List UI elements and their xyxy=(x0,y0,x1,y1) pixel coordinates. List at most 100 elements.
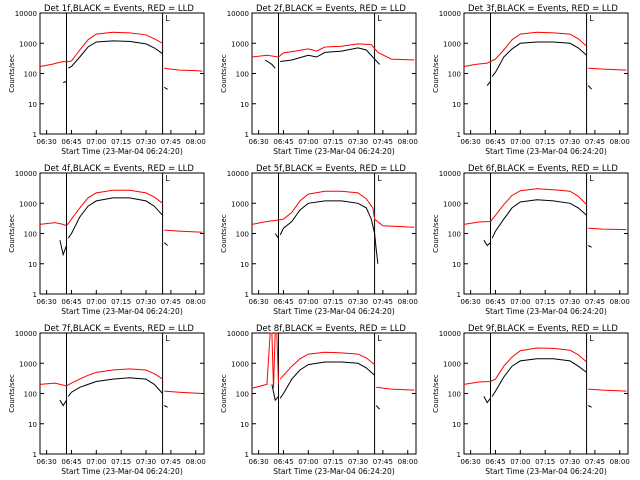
y-tick-label-8-100: 100 xyxy=(236,391,249,399)
events-series-5-seg-2 xyxy=(279,200,379,264)
x-tick-label-3-07:30: 07:30 xyxy=(560,138,580,146)
x-tick-label-1-07:00: 07:00 xyxy=(86,138,106,146)
flag-label-3-1: L xyxy=(589,14,594,23)
events-series-8-seg-2 xyxy=(279,361,375,399)
y-tick-label-7-1000: 1000 xyxy=(19,360,37,368)
x-tick-label-2-07:15: 07:15 xyxy=(323,138,343,146)
plot-title-8: Det 8f,BLACK = Events, RED = LLD xyxy=(256,324,406,334)
flag-label-5-1: L xyxy=(377,174,382,183)
x-tick-label-9-06:45: 06:45 xyxy=(485,458,505,466)
x-tick-label-3-07:00: 07:00 xyxy=(510,138,530,146)
lld-series-3-seg-1 xyxy=(463,31,587,67)
x-tick-label-6-07:00: 07:00 xyxy=(510,298,530,306)
x-tick-label-9-07:00: 07:00 xyxy=(510,458,530,466)
y-axis-label-1: Counts/sec xyxy=(8,54,16,93)
x-tick-label-7-06:45: 06:45 xyxy=(61,458,81,466)
x-tick-label-1-07:45: 07:45 xyxy=(161,138,181,146)
y-tick-label-3-1: 1 xyxy=(457,131,461,139)
plot-frame-4 xyxy=(39,172,205,295)
y-tick-label-4-1000: 1000 xyxy=(19,200,37,208)
y-tick-label-5-1: 1 xyxy=(245,291,249,299)
plot-title-2: Det 2f,BLACK = Events, RED = LLD xyxy=(256,4,406,14)
x-axis-label-8: Start Time (23-Mar-04 06:24:20) xyxy=(273,467,395,476)
x-tick-label-5-07:15: 07:15 xyxy=(323,298,343,306)
lld-series-9-seg-2 xyxy=(588,388,627,392)
events-series-1-seg-3 xyxy=(163,86,168,90)
x-tick-label-5-07:45: 07:45 xyxy=(373,298,393,306)
plot-frame-3 xyxy=(463,12,629,135)
y-tick-label-2-10: 10 xyxy=(240,101,249,109)
x-tick-label-2-07:30: 07:30 xyxy=(348,138,368,146)
y-tick-label-7-1: 1 xyxy=(33,451,37,459)
lld-series-4-seg-1 xyxy=(39,189,163,227)
x-tick-label-3-07:15: 07:15 xyxy=(535,138,555,146)
x-tick-label-1-06:30: 06:30 xyxy=(37,138,57,146)
x-tick-label-7-06:30: 06:30 xyxy=(37,458,57,466)
x-tick-label-7-07:00: 07:00 xyxy=(86,458,106,466)
plot-frame-2 xyxy=(251,12,417,135)
lld-series-6-seg-2 xyxy=(588,227,627,231)
y-tick-label-9-100: 100 xyxy=(448,391,461,399)
y-tick-label-4-1: 1 xyxy=(33,291,37,299)
x-tick-label-1-08:00: 08:00 xyxy=(186,138,206,146)
y-tick-label-3-1000: 1000 xyxy=(443,40,461,48)
events-series-8-seg-1 xyxy=(271,384,279,402)
x-tick-label-9-07:15: 07:15 xyxy=(535,458,555,466)
x-tick-label-2-06:45: 06:45 xyxy=(273,138,293,146)
flag-label-8-1: L xyxy=(377,334,382,343)
x-tick-label-6-06:45: 06:45 xyxy=(485,298,505,306)
x-tick-label-3-06:30: 06:30 xyxy=(461,138,481,146)
x-tick-label-9-07:30: 07:30 xyxy=(560,458,580,466)
x-axis-label-3: Start Time (23-Mar-04 06:24:20) xyxy=(485,147,607,156)
plot-title-9: Det 9f,BLACK = Events, RED = LLD xyxy=(468,324,618,334)
plot-frame-9 xyxy=(463,332,629,455)
y-tick-label-8-10000: 10000 xyxy=(227,330,249,338)
x-tick-label-8-08:00: 08:00 xyxy=(398,458,418,466)
x-tick-label-8-07:30: 07:30 xyxy=(348,458,368,466)
x-tick-label-7-08:00: 08:00 xyxy=(186,458,206,466)
y-tick-label-9-10: 10 xyxy=(452,421,461,429)
events-series-7-seg-3 xyxy=(163,405,168,408)
plot-frame-7 xyxy=(39,332,205,455)
y-tick-label-9-1: 1 xyxy=(457,451,461,459)
lld-series-1-seg-2 xyxy=(164,67,203,72)
lld-series-7-seg-1 xyxy=(39,368,163,387)
y-tick-label-2-10000: 10000 xyxy=(227,10,249,18)
flag-label-4-1: L xyxy=(165,174,170,183)
x-tick-label-2-07:00: 07:00 xyxy=(298,138,318,146)
x-tick-label-5-07:30: 07:30 xyxy=(348,298,368,306)
y-tick-label-6-10000: 10000 xyxy=(439,170,461,178)
x-tick-label-4-07:00: 07:00 xyxy=(86,298,106,306)
events-series-4-seg-3 xyxy=(163,242,168,246)
flag-label-9-1: L xyxy=(589,334,594,343)
y-tick-label-1-100: 100 xyxy=(24,71,37,79)
x-tick-label-5-08:00: 08:00 xyxy=(398,298,418,306)
x-tick-label-6-06:30: 06:30 xyxy=(461,298,481,306)
lld-series-8-seg-1 xyxy=(251,332,279,389)
lld-series-8-seg-2 xyxy=(279,351,375,380)
y-tick-label-3-10: 10 xyxy=(452,101,461,109)
x-tick-label-8-06:45: 06:45 xyxy=(273,458,293,466)
x-tick-label-2-07:45: 07:45 xyxy=(373,138,393,146)
events-series-9-seg-1 xyxy=(483,396,491,404)
events-series-9-seg-3 xyxy=(587,405,592,408)
lld-series-2-seg-1 xyxy=(251,43,415,61)
x-tick-label-7-07:30: 07:30 xyxy=(136,458,156,466)
x-tick-label-6-07:30: 07:30 xyxy=(560,298,580,306)
events-series-9-seg-2 xyxy=(491,358,587,397)
y-tick-label-3-100: 100 xyxy=(448,71,461,79)
y-tick-label-5-100: 100 xyxy=(236,231,249,239)
x-tick-label-8-07:45: 07:45 xyxy=(373,458,393,466)
plot-frame-8 xyxy=(251,332,417,455)
plot-title-5: Det 5f,BLACK = Events, RED = LLD xyxy=(256,164,406,174)
x-tick-label-1-07:30: 07:30 xyxy=(136,138,156,146)
events-series-7-seg-2 xyxy=(67,377,163,397)
y-tick-label-6-1000: 1000 xyxy=(443,200,461,208)
y-tick-label-7-10000: 10000 xyxy=(15,330,37,338)
flag-label-7-1: L xyxy=(165,334,170,343)
y-axis-label-8: Counts/sec xyxy=(220,374,228,413)
x-tick-label-4-07:45: 07:45 xyxy=(161,298,181,306)
x-tick-label-4-07:30: 07:30 xyxy=(136,298,156,306)
x-axis-label-7: Start Time (23-Mar-04 06:24:20) xyxy=(61,467,183,476)
x-tick-label-1-07:15: 07:15 xyxy=(111,138,131,146)
